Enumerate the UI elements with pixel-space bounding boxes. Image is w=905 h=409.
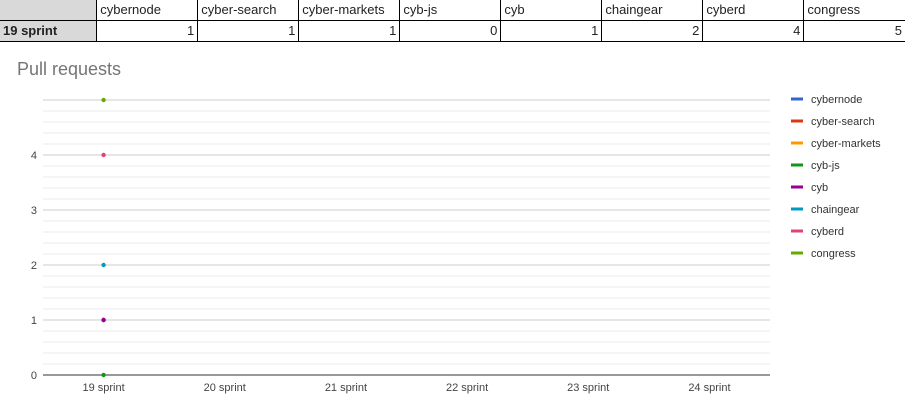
header-cell-cyb-js[interactable]: cyb-js <box>399 0 502 21</box>
value-cell-congress[interactable]: 5 <box>803 19 905 43</box>
value-cell-cyber-markets[interactable]: 1 <box>298 19 401 43</box>
legend-label-cybernode[interactable]: cybernode <box>811 94 862 106</box>
table-corner-cell[interactable] <box>0 0 98 21</box>
legend-label-cyber-markets[interactable]: cyber-markets <box>811 138 881 150</box>
header-cell-cybernode[interactable]: cybernode <box>96 0 199 21</box>
header-cell-cyber-markets[interactable]: cyber-markets <box>298 0 401 21</box>
table-row: 19 sprint 1 1 1 0 1 2 4 5 <box>0 19 905 43</box>
data-point-congress[interactable] <box>101 97 106 103</box>
x-tick-label: 21 sprint <box>325 382 367 394</box>
x-tick-label: 20 sprint <box>204 382 246 394</box>
y-tick-label: 1 <box>31 315 37 327</box>
header-cell-cyb[interactable]: cyb <box>500 0 603 21</box>
value-cell-cyb-js[interactable]: 0 <box>399 19 502 43</box>
x-tick-label: 22 sprint <box>446 382 488 394</box>
legend-label-cyber-search[interactable]: cyber-search <box>811 116 875 128</box>
data-point-chaingear[interactable] <box>101 262 106 268</box>
table-header-row: cybernode cyber-search cyber-markets cyb… <box>0 0 905 21</box>
data-table: cybernode cyber-search cyber-markets cyb… <box>0 0 905 43</box>
legend-label-cyb[interactable]: cyb <box>811 182 828 194</box>
legend-label-cyberd[interactable]: cyberd <box>811 226 844 238</box>
legend-label-congress[interactable]: congress <box>811 248 856 260</box>
data-point-cyberd[interactable] <box>101 152 106 158</box>
x-tick-label: 24 sprint <box>688 382 730 394</box>
legend-label-chaingear[interactable]: chaingear <box>811 204 860 216</box>
legend-label-cyb-js[interactable]: cyb-js <box>811 160 840 172</box>
header-cell-cyber-search[interactable]: cyber-search <box>197 0 300 21</box>
header-cell-congress[interactable]: congress <box>803 0 905 21</box>
y-tick-label: 2 <box>31 260 37 272</box>
header-cell-chaingear[interactable]: chaingear <box>601 0 704 21</box>
y-tick-label: 0 <box>31 370 37 382</box>
y-tick-label: 4 <box>31 150 37 162</box>
data-point-cyb[interactable] <box>101 317 106 323</box>
x-tick-label: 19 sprint <box>82 382 124 394</box>
y-tick-label: 3 <box>31 205 37 217</box>
row-label-cell[interactable]: 19 sprint <box>0 19 98 43</box>
x-tick-label: 23 sprint <box>567 382 609 394</box>
data-point-cyb-js[interactable] <box>101 372 106 378</box>
chart-title: Pull requests <box>17 59 122 79</box>
